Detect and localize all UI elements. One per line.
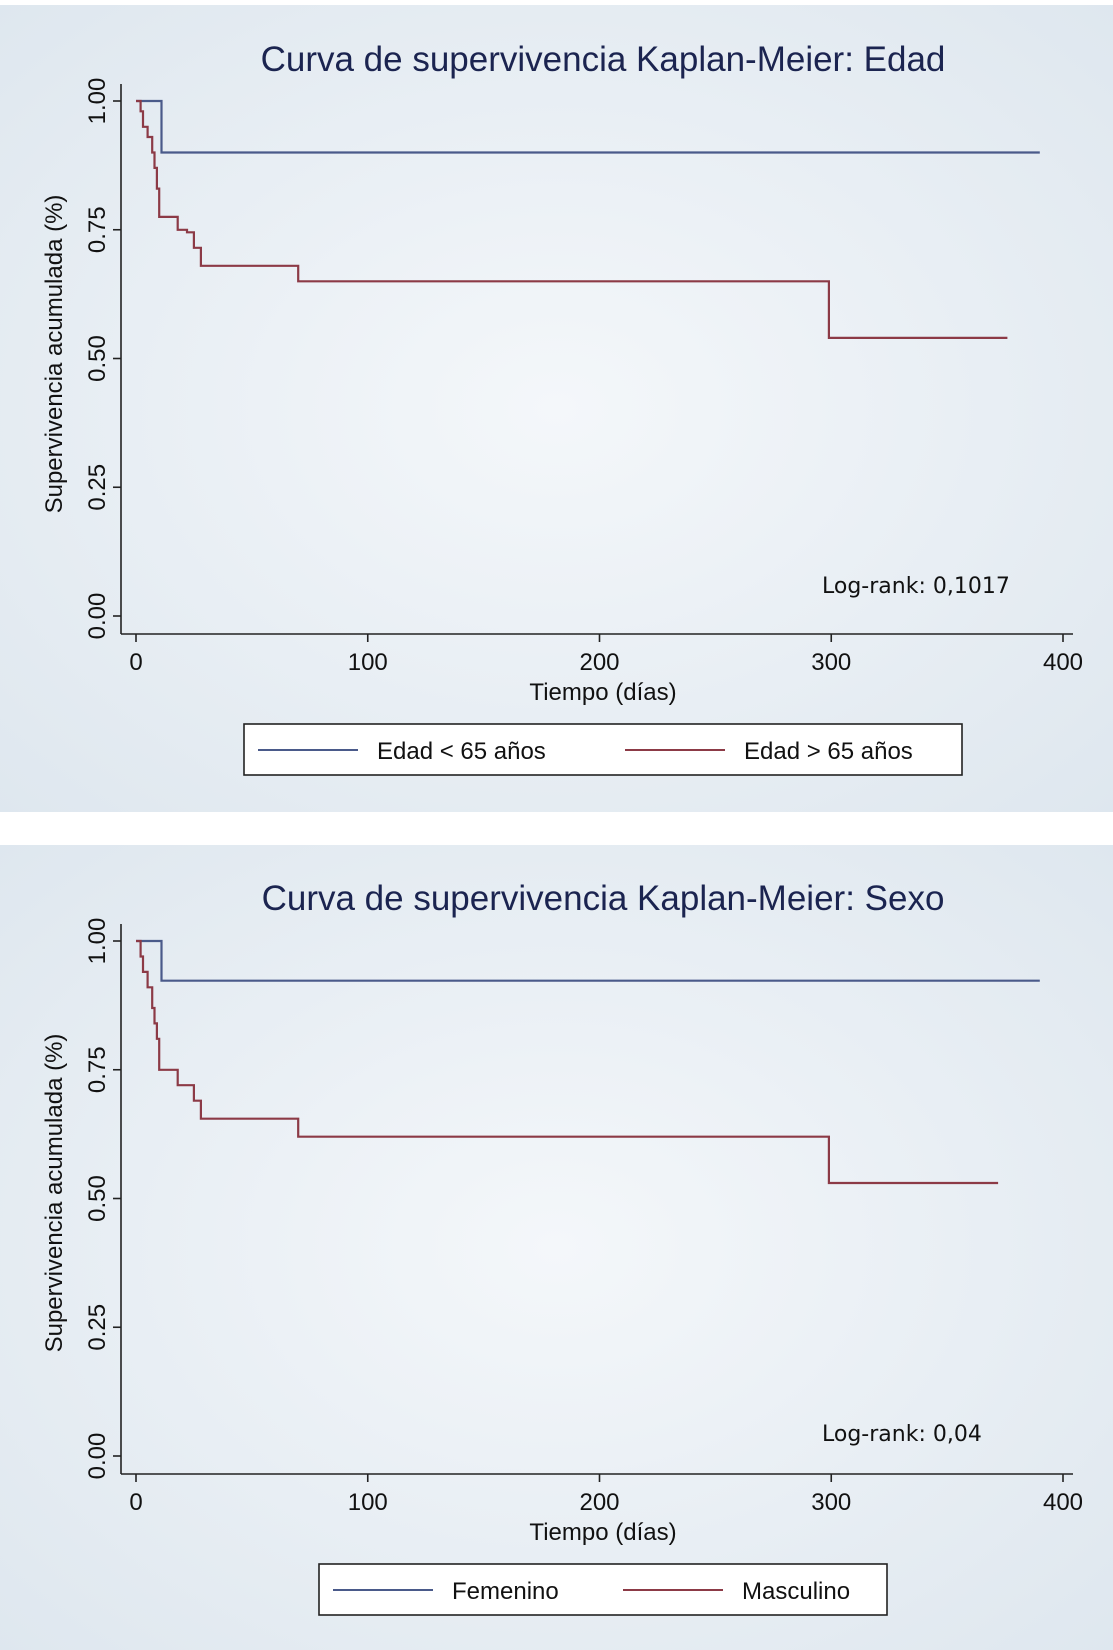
log-rank-annotation: Log-rank: 0,04 bbox=[822, 1422, 982, 1447]
x-tick-label: 200 bbox=[579, 649, 619, 676]
y-tick-label: 0.00 bbox=[84, 593, 111, 640]
y-tick-label: 0.50 bbox=[84, 335, 111, 382]
survival-curve-series-2 bbox=[136, 99, 1008, 339]
legend: Femenino Masculino bbox=[318, 1563, 888, 1616]
x-tick-label: 300 bbox=[811, 1489, 851, 1516]
x-axis-title: Tiempo (días) bbox=[529, 1519, 676, 1546]
x-tick-label: 300 bbox=[811, 649, 851, 676]
x-tick-label: 400 bbox=[1043, 1489, 1083, 1516]
y-tick-label: 0.25 bbox=[84, 1304, 111, 1351]
legend-label-edad-mayor-65: Edad > 65 años bbox=[744, 738, 913, 765]
legend-label-femenino: Femenino bbox=[452, 1578, 559, 1605]
plot-area: 0.00 0.25 0.50 0.75 1.00 0 100 200 300 400 bbox=[84, 918, 1083, 1516]
chart-panel-edad: Curva de supervivencia Kaplan-Meier: Eda… bbox=[0, 5, 1113, 812]
log-rank-annotation: Log-rank: 0,1017 bbox=[822, 574, 1010, 599]
legend-box bbox=[243, 723, 963, 776]
survival-curve-series-1 bbox=[136, 939, 1040, 982]
chart-title: Curva de supervivencia Kaplan-Meier: Sex… bbox=[262, 879, 945, 918]
y-tick-label: 1.00 bbox=[84, 78, 111, 125]
chart-title: Curva de supervivencia Kaplan-Meier: Eda… bbox=[261, 40, 946, 79]
y-tick-label: 1.00 bbox=[84, 918, 111, 965]
x-tick-label: 100 bbox=[348, 649, 388, 676]
x-tick-label: 0 bbox=[129, 1489, 142, 1516]
x-axis-title: Tiempo (días) bbox=[529, 679, 676, 706]
y-tick-label: 0.25 bbox=[84, 464, 111, 511]
y-tick-label: 0.50 bbox=[84, 1175, 111, 1222]
panel-background bbox=[0, 5, 1113, 812]
legend: Edad < 65 años Edad > 65 años bbox=[243, 723, 963, 776]
plot-area: 0.00 0.25 0.50 0.75 1.00 0 100 200 300 400 bbox=[84, 78, 1083, 676]
legend-label-masculino: Masculino bbox=[742, 1578, 850, 1605]
x-tick-label: 400 bbox=[1043, 649, 1083, 676]
survival-curve-series-2 bbox=[136, 939, 999, 1185]
y-axis-title: Supervivencia acumulada (%) bbox=[41, 195, 68, 514]
y-tick-label: 0.75 bbox=[84, 206, 111, 253]
x-tick-label: 100 bbox=[348, 1489, 388, 1516]
x-tick-label: 0 bbox=[129, 649, 142, 676]
y-tick-label: 0.75 bbox=[84, 1046, 111, 1093]
legend-label-edad-menor-65: Edad < 65 años bbox=[377, 738, 546, 765]
y-tick-label: 0.00 bbox=[84, 1433, 111, 1480]
panel-background bbox=[0, 845, 1113, 1650]
y-axis-title: Supervivencia acumulada (%) bbox=[41, 1034, 68, 1353]
survival-curve-series-1 bbox=[136, 99, 1040, 154]
x-tick-label: 200 bbox=[579, 1489, 619, 1516]
chart-panel-sexo: Curva de supervivencia Kaplan-Meier: Sex… bbox=[0, 845, 1113, 1650]
